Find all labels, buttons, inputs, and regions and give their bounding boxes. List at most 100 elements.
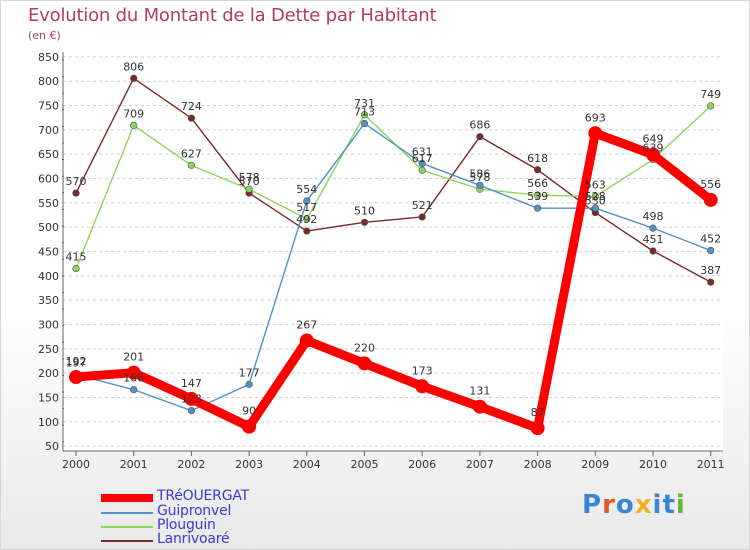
logo-letter: i xyxy=(652,490,663,520)
y-tick-label: 750 xyxy=(38,100,59,113)
legend-swatch-plouguin xyxy=(101,526,153,528)
data-point-guipronvel xyxy=(360,119,369,128)
x-tick-label: 2005 xyxy=(351,458,379,471)
legend-swatch-lanrivoare xyxy=(101,540,153,542)
series-line-lanrivoare xyxy=(75,77,712,283)
data-point-guipronvel xyxy=(187,407,195,415)
data-point-guipronvel xyxy=(533,204,542,212)
data-label-treouergat: 147 xyxy=(181,377,202,390)
data-label-treouergat: 693 xyxy=(585,111,606,124)
legend-label-plouguin: Plouguin xyxy=(157,517,216,533)
data-label-guipronvel: 713 xyxy=(354,106,375,119)
x-tick-label: 2008 xyxy=(524,458,552,471)
proxiti-logo: Proxiti xyxy=(582,490,686,520)
series-line-plouguin xyxy=(75,105,712,270)
y-tick-label: 800 xyxy=(38,75,59,88)
data-point-lanrivoare xyxy=(649,247,657,255)
data-point-guipronvel xyxy=(649,224,657,232)
data-point-guipronvel xyxy=(591,204,599,212)
x-tick-label: 2003 xyxy=(235,458,263,471)
y-tick-label: 200 xyxy=(38,367,59,380)
data-label-treouergat: 649 xyxy=(643,133,664,146)
data-label-guipronvel: 554 xyxy=(296,183,317,196)
data-label-plouguin: 617 xyxy=(412,152,433,165)
data-label-treouergat: 131 xyxy=(469,385,490,398)
data-point-plouguin xyxy=(533,191,542,199)
x-tick-label: 2002 xyxy=(177,458,205,471)
x-tick-label: 2001 xyxy=(120,458,148,471)
data-label-treouergat: 192 xyxy=(66,355,87,368)
data-point-lanrivoare xyxy=(476,133,484,141)
data-label-guipronvel: 528 xyxy=(585,190,606,203)
data-label-guipronvel: 539 xyxy=(527,190,548,203)
data-label-guipronvel: 498 xyxy=(643,210,664,223)
series-line-treouergat xyxy=(71,128,716,433)
data-label-plouguin: 578 xyxy=(239,171,260,184)
legend-label-guipronvel: Guipronvel xyxy=(157,503,232,519)
data-point-lanrivoare xyxy=(533,166,542,174)
logo-letter: r xyxy=(602,490,616,520)
legend-label-treouergat: TRéOUERGAT xyxy=(157,488,249,504)
data-point-plouguin xyxy=(418,166,426,174)
data-point-lanrivoare xyxy=(360,218,369,226)
y-tick-label: 350 xyxy=(38,294,59,307)
x-tick-label: 2006 xyxy=(408,458,436,471)
data-point-lanrivoare xyxy=(72,189,80,197)
data-point-treouergat xyxy=(588,126,603,141)
data-point-treouergat xyxy=(69,370,83,385)
data-point-treouergat xyxy=(184,391,199,406)
data-label-lanrivoare: 530 xyxy=(585,195,606,208)
data-label-guipronvel: 123 xyxy=(181,393,202,406)
logo-letter: o xyxy=(615,490,635,520)
legend-swatch-guipronvel xyxy=(101,512,153,514)
data-label-lanrivoare: 618 xyxy=(527,152,548,165)
y-tick-label: 300 xyxy=(38,318,59,331)
data-point-treouergat xyxy=(646,147,660,162)
data-label-lanrivoare: 806 xyxy=(123,60,144,73)
data-point-treouergat xyxy=(415,379,430,394)
data-point-plouguin xyxy=(187,161,195,169)
data-label-guipronvel: 631 xyxy=(412,145,433,158)
x-tick-label: 2010 xyxy=(639,458,667,471)
data-label-plouguin: 563 xyxy=(585,179,606,192)
data-label-plouguin: 627 xyxy=(181,147,202,160)
data-label-plouguin: 731 xyxy=(354,97,375,110)
data-point-lanrivoare xyxy=(130,74,138,82)
data-point-plouguin xyxy=(245,185,253,193)
y-tick-label: 100 xyxy=(38,416,59,429)
logo-letter: i xyxy=(675,490,686,520)
data-point-plouguin xyxy=(360,111,369,119)
series-line-guipronvel xyxy=(75,122,712,412)
data-label-lanrivoare: 686 xyxy=(469,119,490,132)
data-label-guipronvel: 452 xyxy=(700,233,721,246)
y-tick-label: 650 xyxy=(38,148,59,161)
legend-swatch-treouergat xyxy=(101,494,153,502)
y-tick-label: 250 xyxy=(38,343,59,356)
data-label-plouguin: 749 xyxy=(700,88,721,101)
data-point-guipronvel xyxy=(707,246,715,255)
data-point-plouguin xyxy=(707,102,715,110)
data-point-treouergat xyxy=(357,356,372,371)
y-tick-label: 150 xyxy=(38,391,59,404)
data-point-guipronvel xyxy=(418,159,426,168)
data-label-guipronvel: 177 xyxy=(239,366,260,379)
data-label-plouguin: 578 xyxy=(469,171,490,184)
data-label-plouguin: 415 xyxy=(66,251,87,264)
data-label-treouergat: 556 xyxy=(700,178,721,191)
data-point-treouergat xyxy=(530,421,545,436)
logo-letter: x xyxy=(634,490,653,520)
data-point-guipronvel xyxy=(130,386,138,394)
data-point-treouergat xyxy=(703,192,718,207)
data-point-treouergat xyxy=(242,419,257,434)
data-label-lanrivoare: 451 xyxy=(643,233,664,246)
data-label-guipronvel: 166 xyxy=(123,372,144,385)
x-tick-label: 2007 xyxy=(466,458,494,471)
data-label-plouguin: 709 xyxy=(123,107,144,120)
data-point-treouergat xyxy=(126,365,141,380)
logo-letter: t xyxy=(662,490,676,520)
y-tick-label: 400 xyxy=(38,270,59,283)
x-tick-label: 2011 xyxy=(697,458,725,471)
data-point-lanrivoare xyxy=(707,278,715,286)
